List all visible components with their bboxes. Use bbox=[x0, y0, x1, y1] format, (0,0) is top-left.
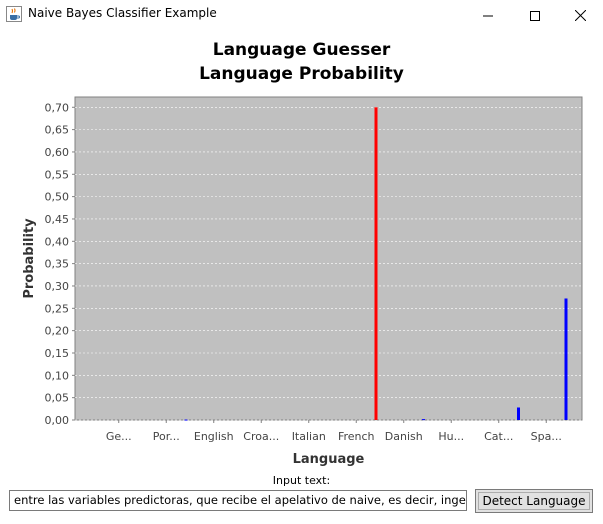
y-tick-label: 0,35 bbox=[45, 258, 70, 271]
x-tick-label: Croa... bbox=[243, 430, 279, 443]
y-tick-label: 0,30 bbox=[45, 280, 70, 293]
x-axis: Ge... Por... English Croa... Italian French Da… bbox=[106, 420, 562, 443]
y-tick-label: 0,70 bbox=[45, 101, 70, 114]
y-tick-label: 0,20 bbox=[45, 325, 70, 338]
maximize-button[interactable] bbox=[512, 0, 558, 30]
minimize-icon bbox=[483, 6, 493, 25]
y-tick-label: 0,45 bbox=[45, 213, 70, 226]
y-tick-label: 0,55 bbox=[45, 168, 70, 181]
x-tick-label: Cat... bbox=[484, 430, 513, 443]
y-tick-label: 0,40 bbox=[45, 235, 70, 248]
maximize-icon bbox=[530, 6, 540, 25]
bar-cat bbox=[517, 407, 520, 420]
x-tick-label: Hu... bbox=[438, 430, 464, 443]
detect-language-button[interactable]: Detect Language bbox=[475, 489, 593, 513]
detect-language-label: Detect Language bbox=[482, 494, 586, 508]
bar-spa bbox=[564, 298, 568, 420]
bar-por bbox=[184, 419, 188, 421]
x-tick-label: Danish bbox=[385, 430, 423, 443]
x-tick-label: Por... bbox=[153, 430, 180, 443]
input-text-field[interactable]: entre las variables predictoras, que rec… bbox=[9, 490, 467, 511]
y-tick-label: 0,50 bbox=[45, 191, 70, 204]
window-titlebar: Naive Bayes Classifier Example bbox=[0, 0, 603, 30]
bar-danish bbox=[422, 419, 425, 421]
y-tick-label: 0,00 bbox=[45, 414, 70, 427]
x-tick-label: Ge... bbox=[106, 430, 132, 443]
input-text-label: Input text: bbox=[272, 474, 331, 487]
minimize-button[interactable] bbox=[465, 0, 511, 30]
grid-lines bbox=[75, 106, 582, 421]
y-axis-label: Probability bbox=[22, 218, 37, 299]
bar-french bbox=[374, 107, 378, 421]
x-tick-label: Italian bbox=[292, 430, 326, 443]
y-tick-label: 0,15 bbox=[45, 347, 70, 360]
y-axis: 0,00 0,05 0,10 0,15 0,20 0,25 0,30 0,35 0,40 0,45… bbox=[45, 101, 75, 427]
x-tick-label: French bbox=[338, 430, 375, 443]
y-tick-label: 0,10 bbox=[45, 369, 70, 382]
y-tick-label: 0,05 bbox=[45, 392, 70, 405]
x-tick-label: English bbox=[194, 430, 234, 443]
button-focus-border bbox=[478, 492, 590, 510]
plot-area bbox=[74, 96, 583, 421]
y-tick-label: 0,25 bbox=[45, 302, 70, 315]
java-coffee-icon bbox=[6, 6, 22, 22]
window-title: Naive Bayes Classifier Example bbox=[28, 6, 217, 20]
chart-title-secondary: Language Probability bbox=[199, 64, 404, 84]
x-tick-label: Spa... bbox=[531, 430, 562, 443]
bars bbox=[184, 107, 568, 421]
close-button[interactable] bbox=[557, 0, 603, 30]
y-tick-label: 0,60 bbox=[45, 146, 70, 159]
x-axis-label: Language bbox=[293, 452, 365, 467]
chart-title-primary: Language Guesser bbox=[212, 40, 391, 60]
y-tick-label: 0,65 bbox=[45, 124, 70, 137]
close-icon bbox=[574, 6, 586, 25]
probability-chart: 0,00 0,05 0,10 0,15 0,20 0,25 0,30 0,35 0,40 0,45… bbox=[22, 96, 583, 467]
